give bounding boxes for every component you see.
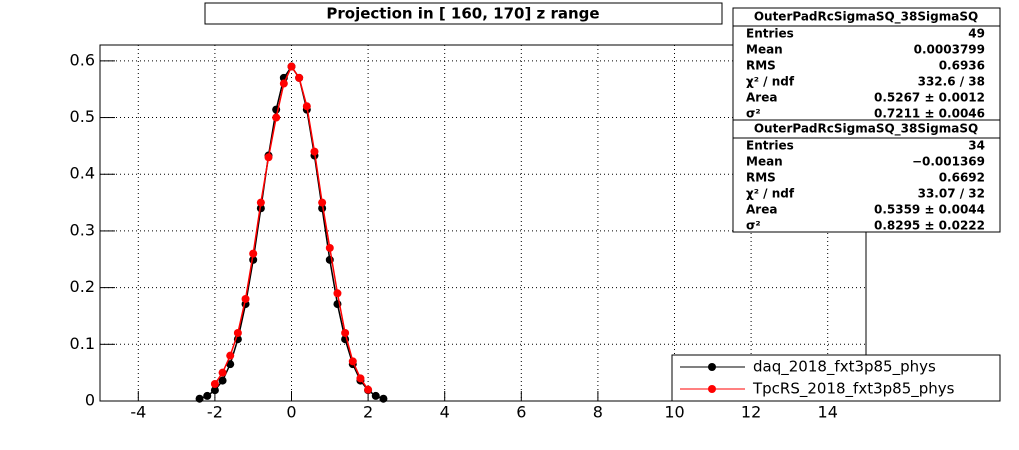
data-point	[364, 385, 373, 394]
data-point	[318, 198, 327, 207]
data-point	[341, 328, 350, 337]
y-tick-label: 0.6	[70, 50, 95, 69]
x-tick-label: -4	[130, 403, 146, 422]
stats-label: RMS	[746, 59, 776, 73]
stats-label: Mean	[746, 155, 783, 169]
stats-label: Area	[746, 91, 777, 105]
data-point	[295, 73, 304, 82]
stats-label: Entries	[746, 27, 794, 41]
data-point	[218, 376, 227, 385]
legend-label: daq_2018_fxt3p85_phys	[753, 358, 936, 377]
legend-label: TpcRS_2018_fxt3p85_phys	[752, 380, 955, 399]
x-tick-label: 14	[818, 403, 838, 422]
data-point	[203, 391, 212, 400]
data-point	[348, 357, 357, 366]
stats-label: RMS	[746, 171, 776, 185]
chart-title: Projection in [ 160, 170] z range	[326, 5, 599, 23]
stats-label: σ²	[746, 107, 761, 121]
series-line	[199, 65, 384, 400]
data-point	[279, 79, 288, 88]
x-tick-label: -2	[207, 403, 223, 422]
data-point	[356, 374, 365, 383]
stats-value: 0.8295 ± 0.0222	[874, 219, 985, 233]
x-tick-label: 2	[363, 403, 373, 422]
x-tick-label: 8	[593, 403, 603, 422]
x-tick-label: 0	[286, 403, 296, 422]
data-point	[195, 394, 204, 403]
stats-value: 33.07 / 32	[918, 187, 985, 201]
stats-value: 0.0003799	[914, 43, 985, 57]
y-tick-label: 0.4	[70, 164, 95, 183]
data-point	[264, 153, 273, 162]
data-point	[210, 379, 219, 388]
stats-label: Entries	[746, 139, 794, 153]
stats-value: 0.5359 ± 0.0044	[874, 203, 985, 217]
x-tick-label: 10	[664, 403, 684, 422]
stats-value: 332.6 / 38	[918, 75, 985, 89]
data-point	[302, 102, 311, 111]
data-point	[287, 62, 296, 71]
y-tick-label: 0.2	[70, 277, 95, 296]
data-point	[379, 394, 388, 403]
data-point	[226, 351, 235, 360]
data-point	[310, 147, 319, 156]
stats-value: 0.6692	[939, 171, 985, 185]
stats-label: χ² / ndf	[746, 187, 795, 201]
y-tick-label: 0.5	[70, 107, 95, 126]
data-point	[210, 386, 219, 395]
title-box	[204, 2, 723, 25]
legend-marker	[708, 363, 716, 371]
stats-label: Mean	[746, 43, 783, 57]
data-point	[226, 360, 235, 369]
stats-label: χ² / ndf	[746, 75, 795, 89]
data-point	[272, 113, 281, 122]
data-point	[241, 294, 250, 303]
data-point	[256, 198, 265, 207]
x-tick-label: 6	[516, 403, 526, 422]
y-tick-label: 0.1	[70, 334, 95, 353]
stats-value: 49	[968, 27, 985, 41]
stats-value: 0.6936	[939, 59, 985, 73]
stats-value: −0.001369	[912, 155, 985, 169]
data-point	[371, 391, 380, 400]
legend-marker	[708, 385, 716, 393]
stats-value: 0.7211 ± 0.0046	[874, 107, 985, 121]
y-tick-label: 0.3	[70, 220, 95, 239]
x-tick-label: 4	[440, 403, 450, 422]
stats-title: OuterPadRcSigmaSQ_38SigmaSQ	[754, 10, 978, 25]
data-point	[218, 368, 227, 377]
data-point	[256, 204, 265, 213]
stats-title: OuterPadRcSigmaSQ_38SigmaSQ	[754, 122, 978, 137]
data-point	[333, 289, 342, 298]
y-tick-label: 0	[85, 391, 95, 410]
legend-box	[671, 354, 1001, 402]
x-tick-label: 12	[741, 403, 761, 422]
stats-value: 0.5267 ± 0.0012	[874, 91, 985, 105]
stats-box	[732, 7, 1001, 121]
stats-box	[732, 119, 1001, 233]
data-point	[249, 249, 258, 258]
data-point	[233, 328, 242, 337]
stats-value: 34	[968, 139, 985, 153]
stats-label: σ²	[746, 219, 761, 233]
data-point	[325, 243, 334, 252]
stats-label: Area	[746, 203, 777, 217]
